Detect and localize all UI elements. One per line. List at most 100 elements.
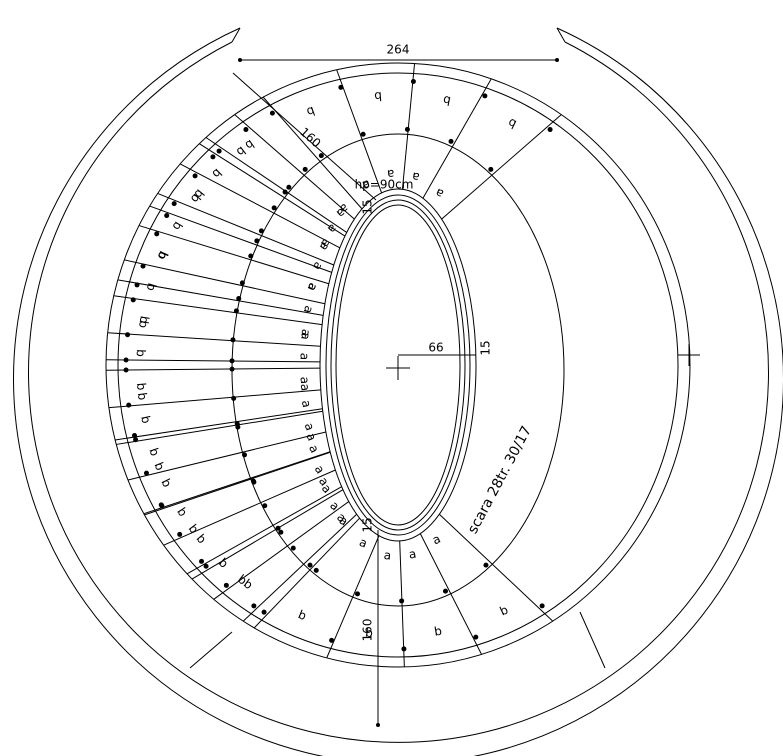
step-dot: [125, 332, 130, 337]
step-dot: [234, 308, 239, 313]
step-dot: [308, 563, 313, 568]
tread-label: b: [136, 319, 151, 329]
offset-text: 15: [361, 199, 375, 214]
tread-label: a: [303, 431, 319, 443]
tread-label: b: [433, 624, 443, 639]
stair-note: scara 28tr. 30/17: [465, 424, 535, 537]
step-dot: [210, 154, 215, 159]
step-dot: [319, 153, 324, 158]
tread-label: a: [327, 498, 342, 513]
step-dot: [411, 79, 416, 84]
step-dot: [193, 173, 198, 178]
offset-text: 15: [479, 340, 493, 355]
step-edge: [128, 432, 326, 480]
tread-label: b: [169, 219, 185, 233]
step-dot: [254, 238, 259, 243]
tread-label: a: [306, 442, 322, 455]
step-dot: [230, 337, 235, 342]
step-edge: [115, 409, 322, 440]
step-edge: [106, 368, 320, 370]
step-edge: [337, 70, 382, 193]
step-dot: [483, 563, 488, 568]
step-dot: [135, 282, 140, 287]
tread-label: b: [374, 89, 383, 104]
step-dot: [124, 358, 129, 363]
step-dot: [286, 185, 291, 190]
step-dot: [355, 591, 360, 596]
step-dot: [240, 280, 245, 285]
step-dot: [262, 503, 267, 508]
step-dot: [278, 530, 283, 535]
step-dot: [236, 296, 241, 301]
step-dot: [443, 589, 448, 594]
step-dot: [235, 421, 240, 426]
tread-label: b: [158, 476, 174, 489]
step-dot: [259, 228, 264, 233]
step-dot: [199, 559, 204, 564]
step-dot: [548, 127, 553, 132]
tread-label: b: [506, 115, 519, 131]
offset-text: 15: [361, 517, 375, 532]
step-dot: [224, 583, 229, 588]
tread-label: b: [442, 93, 452, 108]
step-edge: [106, 360, 320, 362]
step-dot: [172, 201, 177, 206]
step-edge: [423, 79, 491, 198]
tread-label: b: [209, 166, 224, 181]
tread-label: a: [408, 547, 417, 562]
step-dot: [154, 231, 159, 236]
step-edge: [192, 490, 343, 579]
dim-dot: [376, 723, 380, 727]
dimension-text: 160: [297, 125, 323, 151]
landing-line: [190, 632, 232, 668]
step-dot: [449, 139, 454, 144]
step-dot: [283, 190, 288, 195]
step-dot: [144, 471, 149, 476]
step-dot: [272, 205, 277, 210]
step-dot: [488, 167, 493, 172]
tread-label: a: [387, 167, 395, 182]
landing-line: [580, 612, 605, 668]
step-dot: [133, 437, 138, 442]
step-edge: [108, 333, 321, 346]
step-dot: [204, 564, 209, 569]
tread-label: a: [299, 399, 314, 409]
tread-label: a: [430, 532, 442, 548]
tread-label: b: [174, 505, 190, 519]
stair-plan: 264 160 hp=90cm 66 15 15 15 160 scara 28…: [0, 0, 783, 756]
tread-label: a: [325, 221, 340, 236]
step-dot: [338, 85, 343, 90]
step-dot: [270, 111, 275, 116]
step-edge: [118, 280, 323, 316]
tread-label: a: [298, 331, 313, 340]
tread-label: b: [365, 625, 374, 640]
tread-label: b: [498, 603, 511, 619]
step-dot: [303, 167, 308, 172]
tread-label: a: [433, 185, 446, 201]
dim-dot: [238, 58, 242, 62]
step-dot: [314, 568, 319, 573]
step-dot: [540, 603, 545, 608]
tread-label: b: [305, 104, 317, 120]
step-dot: [164, 213, 169, 218]
step-dot: [141, 264, 146, 269]
step-edge: [442, 115, 562, 219]
tread-label: b: [135, 392, 150, 401]
step-dot: [248, 254, 253, 259]
dimension-text: 264: [387, 43, 410, 57]
step-dot: [242, 452, 247, 457]
step-edge: [420, 534, 481, 655]
tread-label: b: [186, 522, 202, 537]
step-dot: [482, 93, 487, 98]
step-edge: [199, 144, 345, 236]
step-dot: [231, 396, 236, 401]
step-dot: [291, 546, 296, 551]
step-dot: [132, 433, 137, 438]
step-dot: [251, 480, 256, 485]
tread-label: a: [310, 259, 326, 273]
tread-label: a: [411, 169, 421, 184]
step-dot: [230, 367, 235, 372]
dim-dot: [555, 58, 559, 62]
step-dot: [251, 603, 256, 608]
